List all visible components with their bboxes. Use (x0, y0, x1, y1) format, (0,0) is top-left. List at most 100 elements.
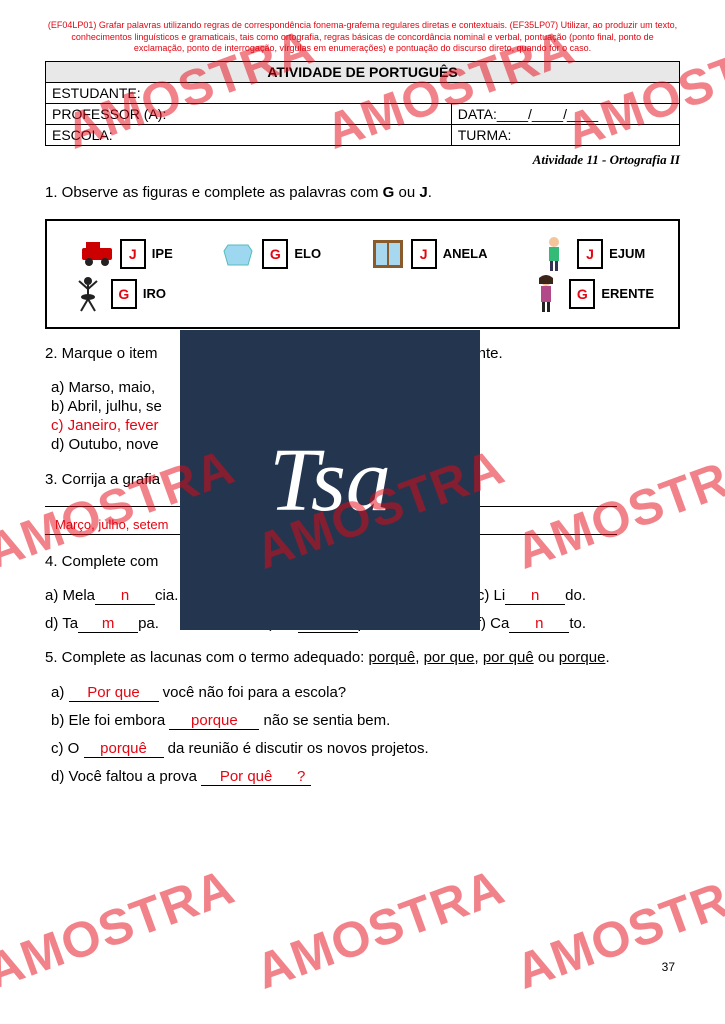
suffix: ERENTE (601, 286, 654, 301)
q4b-pre: b) Ta (261, 587, 294, 604)
q5a-pre: a) (51, 684, 69, 701)
escola-row: ESCOLA: (46, 125, 452, 146)
fig-janela: J ANELA (371, 237, 488, 271)
q4f-post: to. (569, 615, 586, 632)
fig-jipe: J IPE (80, 237, 173, 271)
q3-line2 (45, 534, 617, 535)
q4c-post: do. (565, 587, 586, 604)
letter-cell: J (577, 239, 603, 269)
q5a-ans: Por que (69, 684, 159, 702)
suffix: EJUM (609, 246, 645, 261)
q5-s2: , (474, 649, 482, 666)
q1-end: . (428, 184, 432, 201)
q5-pre: 5. Complete as lacunas com o termo adequ… (45, 649, 369, 666)
letter-cell: G (262, 239, 288, 269)
letter-cell: J (120, 239, 146, 269)
fig-gelo: G ELO (222, 237, 321, 271)
q4e-post: putador. (358, 615, 412, 632)
q5-d: d) Você faltou a prova Por quê? (51, 768, 680, 786)
q2-text: 2. Marque o item etamente. (45, 343, 680, 366)
page-number: 37 (662, 960, 675, 974)
q5-t3: por quê (483, 649, 534, 666)
q4d-post: pa. (138, 615, 159, 632)
header-table: ATIVIDADE DE PORTUGUÊS ESTUDANTE: PROFES… (45, 61, 680, 146)
figure-row-2: G IRO G ERENTE (55, 277, 670, 311)
fig-giro: G IRO (71, 277, 166, 311)
q5b-pre: b) Ele foi embora (51, 712, 169, 729)
q4-row2: d) Tampa. e) Computador. f) Canto. (45, 615, 680, 633)
q1-text: 1. Observe as figuras e complete as pala… (45, 182, 680, 205)
q5-a: a) Por que você não foi para a escola? (51, 684, 680, 702)
turma-row: TURMA: (451, 125, 679, 146)
q5-t4: porque (559, 649, 606, 666)
q5b-post: não se sentia bem. (259, 712, 390, 729)
q4a-post: cia. (155, 587, 178, 604)
jeep-icon (80, 237, 114, 271)
suffix: IPE (152, 246, 173, 261)
q4-f: f) Canto. (477, 615, 680, 633)
q1-pre: 1. Observe as figuras e complete as pala… (45, 184, 383, 201)
ice-icon (222, 237, 256, 271)
q4-row1: a) Melancia. b) Também. c) Lindo. (45, 587, 680, 605)
suffix: ELO (294, 246, 321, 261)
q4d-ans: m (78, 615, 138, 633)
q5a-post: você não foi para a escola? (159, 684, 347, 701)
q1-j: J (419, 184, 427, 201)
q2-post: etamente. (436, 345, 503, 362)
q4-text: 4. Complete com (45, 551, 680, 574)
q4e-ans: m (298, 615, 358, 633)
q5c-ans: porquê (84, 740, 164, 758)
q4-a: a) Melancia. (45, 587, 248, 605)
q3-answer: Março, julho, setem (55, 517, 680, 532)
figure-row-1: J IPE G ELO J ANELA J EJUM (55, 237, 670, 271)
letter-cell: J (411, 239, 437, 269)
suffix: IRO (143, 286, 166, 301)
q4a-pre: a) Mela (45, 587, 95, 604)
q3-text: 3. Corrija a grafia (45, 469, 680, 492)
q1-g: G (383, 184, 395, 201)
q4c-ans: n (505, 587, 565, 605)
fig-gerente: G ERENTE (529, 277, 654, 311)
ballet-icon (71, 277, 105, 311)
watermark: AMOSTRA (248, 857, 512, 1000)
q5c-post: da reunião é discutir os novos projetos. (164, 740, 429, 757)
q5d-ans: Por quê (201, 768, 291, 786)
q4c-pre: c) Li (477, 587, 505, 604)
q5-end: . (605, 649, 609, 666)
watermark: AMOSTRA (508, 857, 725, 1000)
subtitle: Atividade 11 - Ortografia II (45, 152, 680, 168)
q4a-ans: n (95, 587, 155, 605)
q4-c: c) Lindo. (477, 587, 680, 605)
q4f-pre: f) Ca (477, 615, 510, 632)
activity-title: ATIVIDADE DE PORTUGUÊS (46, 62, 680, 83)
q4-e: e) Computador. (261, 615, 464, 633)
q5-s1: , (415, 649, 423, 666)
manager-icon (529, 277, 563, 311)
q4b-ans: m (294, 587, 354, 605)
q4-b: b) Também. (261, 587, 464, 605)
fig-jejum: J EJUM (537, 237, 645, 271)
q5b-ans: porque (169, 712, 259, 730)
letter-cell: G (569, 279, 595, 309)
q2-d: d) Outubo, nove (51, 436, 680, 453)
letter-cell: G (111, 279, 137, 309)
q2-pre: 2. Marque o item (45, 345, 158, 362)
q5-t1: porquê (369, 649, 416, 666)
q2-b: b) Abril, julhu, se (51, 398, 680, 415)
q5d-pre: d) Você faltou a prova (51, 768, 201, 785)
professor-row: PROFESSOR (A): (46, 104, 452, 125)
q5-b: b) Ele foi embora porque não se sentia b… (51, 712, 680, 730)
watermark: AMOSTRA (0, 857, 242, 1000)
q5d-q: ? (291, 768, 311, 786)
q1-mid: ou (394, 184, 419, 201)
q4e-pre: e) Co (261, 615, 298, 632)
q2-c: c) Janeiro, fever (51, 417, 680, 434)
q4f-ans: n (509, 615, 569, 633)
figure-box: J IPE G ELO J ANELA J EJUM G IRO G ERE (45, 219, 680, 329)
estudante-row: ESTUDANTE: (46, 83, 680, 104)
q5-ou: ou (534, 649, 559, 666)
q3-line (45, 506, 617, 507)
data-row: DATA:____/____/____ (451, 104, 679, 125)
q4b-post: bém. (354, 587, 387, 604)
window-icon (371, 237, 405, 271)
